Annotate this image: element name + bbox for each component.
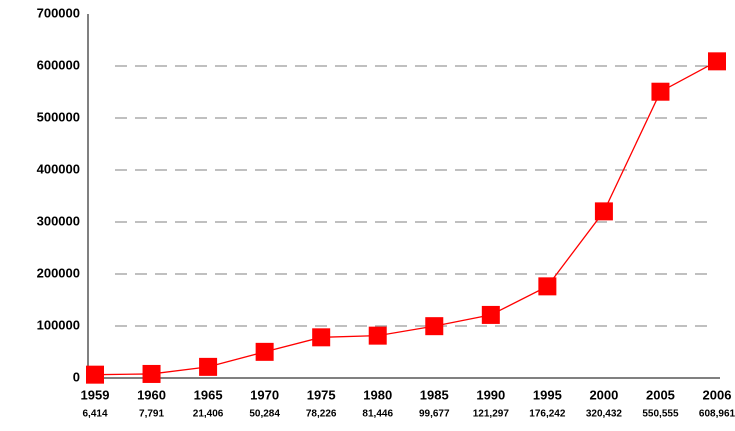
marker	[368, 326, 387, 345]
y-tick-label: 600000	[37, 57, 80, 72]
marker	[312, 328, 331, 347]
x-tick-label: 1965	[194, 387, 223, 402]
marker	[708, 52, 726, 71]
x-tick-label: 1990	[476, 387, 505, 402]
value-label: 176,242	[529, 409, 566, 420]
marker	[199, 357, 218, 376]
marker	[594, 202, 613, 221]
y-tick-label: 700000	[37, 5, 80, 20]
y-tick-label: 500000	[37, 109, 80, 124]
x-tick-label: 1975	[307, 387, 336, 402]
marker	[425, 317, 444, 336]
value-label: 7,791	[139, 409, 164, 420]
x-tick-label: 2005	[646, 387, 675, 402]
marker	[538, 277, 557, 296]
y-tick-label: 0	[73, 369, 80, 384]
value-label: 50,284	[249, 409, 280, 420]
x-tick-label: 1995	[533, 387, 562, 402]
y-tick-label: 200000	[37, 265, 80, 280]
value-label: 78,226	[306, 409, 337, 420]
value-label: 550,555	[642, 409, 679, 420]
value-label: 121,297	[473, 409, 510, 420]
value-label: 320,432	[586, 409, 623, 420]
data-line	[94, 60, 718, 376]
value-label: 6,414	[82, 409, 107, 420]
x-tick-label: 2006	[703, 387, 732, 402]
marker	[651, 82, 670, 101]
x-tick-label: 1960	[137, 387, 166, 402]
marker	[255, 342, 274, 361]
value-label: 608,961	[699, 409, 735, 420]
y-tick-label: 100000	[37, 317, 80, 332]
marker	[142, 364, 161, 383]
value-label: 81,446	[362, 409, 393, 420]
y-tick-label: 300000	[37, 213, 80, 228]
x-tick-label: 1959	[81, 387, 110, 402]
x-tick-label: 1985	[420, 387, 449, 402]
value-label: 99,677	[419, 409, 450, 420]
marker	[86, 365, 104, 384]
y-tick-label: 400000	[37, 161, 80, 176]
x-tick-label: 1980	[363, 387, 392, 402]
value-label: 21,406	[193, 409, 224, 420]
x-tick-label: 1970	[250, 387, 279, 402]
marker	[481, 305, 500, 324]
x-tick-label: 2000	[589, 387, 618, 402]
